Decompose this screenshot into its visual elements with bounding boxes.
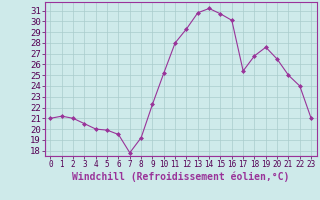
X-axis label: Windchill (Refroidissement éolien,°C): Windchill (Refroidissement éolien,°C) (72, 172, 290, 182)
